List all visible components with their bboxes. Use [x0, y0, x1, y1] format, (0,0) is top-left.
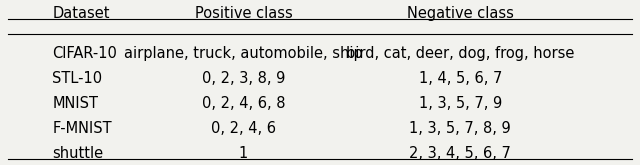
Text: Negative class: Negative class: [407, 6, 514, 21]
Text: 2, 3, 4, 5, 6, 7: 2, 3, 4, 5, 6, 7: [409, 146, 511, 161]
Text: 1, 4, 5, 6, 7: 1, 4, 5, 6, 7: [419, 71, 502, 86]
Text: F-MNIST: F-MNIST: [52, 121, 112, 136]
Text: Dataset: Dataset: [52, 6, 110, 21]
Text: airplane, truck, automobile, ship: airplane, truck, automobile, ship: [124, 46, 363, 61]
Text: 1, 3, 5, 7, 8, 9: 1, 3, 5, 7, 8, 9: [410, 121, 511, 136]
Text: 0, 2, 4, 6: 0, 2, 4, 6: [211, 121, 276, 136]
Text: 0, 2, 3, 8, 9: 0, 2, 3, 8, 9: [202, 71, 285, 86]
Text: 1: 1: [239, 146, 248, 161]
Text: 0, 2, 4, 6, 8: 0, 2, 4, 6, 8: [202, 96, 285, 111]
Text: STL-10: STL-10: [52, 71, 102, 86]
Text: 1, 3, 5, 7, 9: 1, 3, 5, 7, 9: [419, 96, 502, 111]
Text: bird, cat, deer, dog, frog, horse: bird, cat, deer, dog, frog, horse: [346, 46, 574, 61]
Text: CIFAR-10: CIFAR-10: [52, 46, 117, 61]
Text: Positive class: Positive class: [195, 6, 292, 21]
Text: MNIST: MNIST: [52, 96, 99, 111]
Text: shuttle: shuttle: [52, 146, 104, 161]
